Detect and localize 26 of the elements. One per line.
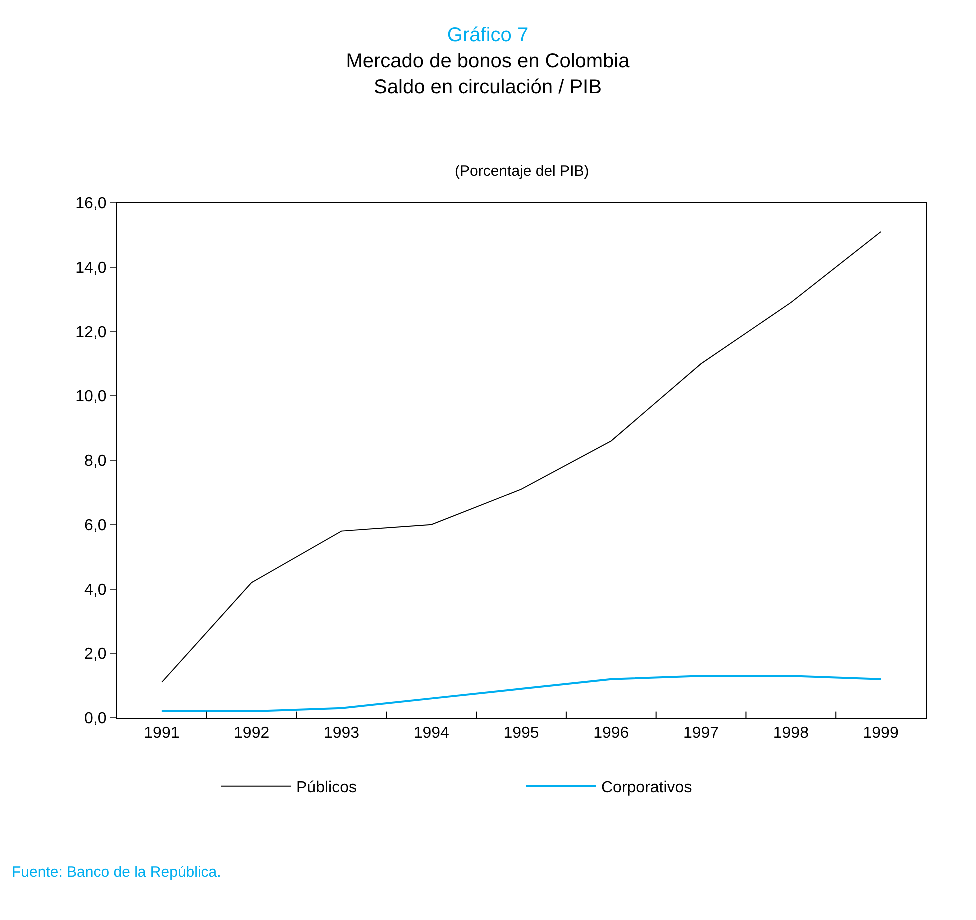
y-tick-label: 6,0: [84, 517, 107, 534]
line-series: [160, 675, 882, 713]
y-tick-label: 14,0: [76, 260, 107, 277]
chart-subtitle: Mercado de bonos en Colombia Saldo en circulación / PIB: [346, 50, 631, 98]
x-tick-label: 1997: [683, 725, 720, 742]
legend-label: Corporativos: [602, 780, 692, 797]
y-tick-label: 2,0: [84, 646, 107, 664]
y-tick-label: 4,0: [84, 582, 107, 599]
x-tick-label: 1993: [324, 725, 360, 742]
line-series: [161, 231, 882, 684]
y-tick-label: 8,0: [84, 453, 107, 470]
y-tick-label: 0,0: [84, 710, 107, 728]
x-tick-label: 1991: [144, 725, 180, 742]
x-tick-label: 1996: [594, 725, 630, 742]
legend-label: Públicos: [296, 780, 357, 797]
x-tick-label: 1992: [234, 725, 270, 742]
x-tick-label: 1998: [773, 725, 810, 742]
chart-title: Gráfico 7: [447, 24, 529, 46]
source-note: Fuente: Banco de la República.: [12, 864, 222, 881]
y-tick-label: 16,0: [76, 196, 107, 213]
y-tick-label: 12,0: [76, 324, 107, 342]
x-tick-label: 1999: [863, 725, 899, 742]
x-tick-label: 1995: [504, 725, 540, 742]
text: (Porcentaje del PIB): [455, 163, 590, 180]
y-tick-label: 10,0: [76, 388, 107, 406]
x-tick-label: 1994: [414, 725, 450, 742]
